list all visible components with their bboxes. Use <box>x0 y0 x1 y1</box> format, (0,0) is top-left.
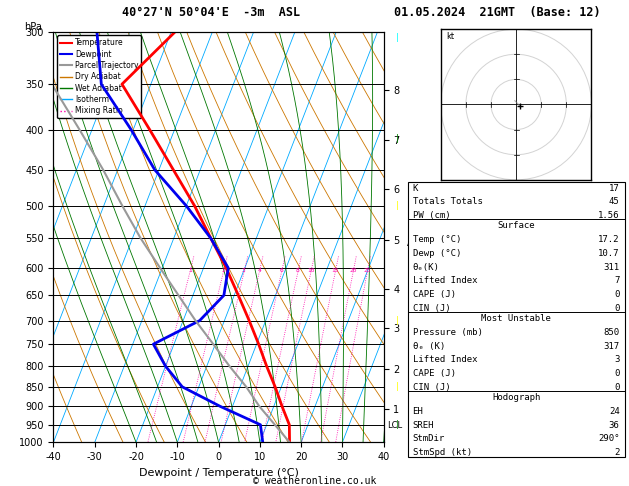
Text: CAPE (J): CAPE (J) <box>413 290 455 299</box>
Text: Totals Totals: Totals Totals <box>413 197 482 207</box>
Text: 850: 850 <box>603 328 620 337</box>
Text: 10.7: 10.7 <box>598 249 620 258</box>
Text: 1.56: 1.56 <box>598 211 620 220</box>
Text: 15: 15 <box>331 267 339 273</box>
Text: |: | <box>396 316 399 325</box>
Text: 17.2: 17.2 <box>598 235 620 244</box>
Text: 45: 45 <box>609 197 620 207</box>
Text: Dewp (°C): Dewp (°C) <box>413 249 461 258</box>
Text: EH: EH <box>413 407 423 416</box>
Text: θₑ (K): θₑ (K) <box>413 342 445 350</box>
Text: |: | <box>396 134 399 142</box>
Legend: Temperature, Dewpoint, Parcel Trajectory, Dry Adiabat, Wet Adiabat, Isotherm, Mi: Temperature, Dewpoint, Parcel Trajectory… <box>57 35 142 118</box>
Text: 2: 2 <box>221 267 225 273</box>
Text: StmDir: StmDir <box>413 434 445 443</box>
Text: |: | <box>396 420 399 429</box>
Text: 10: 10 <box>307 267 314 273</box>
Text: 311: 311 <box>603 262 620 272</box>
Text: CIN (J): CIN (J) <box>413 304 450 313</box>
Text: LCL: LCL <box>387 421 402 430</box>
Text: 20: 20 <box>349 267 357 273</box>
Text: Lifted Index: Lifted Index <box>413 355 477 364</box>
Text: © weatheronline.co.uk: © weatheronline.co.uk <box>253 476 376 486</box>
Text: SREH: SREH <box>413 420 434 430</box>
Text: 3: 3 <box>242 267 246 273</box>
Text: θₑ(K): θₑ(K) <box>413 262 440 272</box>
Text: 7: 7 <box>614 277 620 285</box>
Text: PW (cm): PW (cm) <box>413 211 450 220</box>
Text: |: | <box>396 33 399 42</box>
Text: 3: 3 <box>614 355 620 364</box>
Text: CAPE (J): CAPE (J) <box>413 369 455 378</box>
Text: 36: 36 <box>609 420 620 430</box>
Text: kt: kt <box>446 32 454 41</box>
Text: 0: 0 <box>614 369 620 378</box>
Text: Most Unstable: Most Unstable <box>481 314 551 323</box>
Text: 8: 8 <box>296 267 299 273</box>
Text: K: K <box>413 184 418 193</box>
Text: 6: 6 <box>279 267 283 273</box>
Text: |: | <box>396 201 399 210</box>
Text: Surface: Surface <box>498 222 535 230</box>
Text: 317: 317 <box>603 342 620 350</box>
Text: StmSpd (kt): StmSpd (kt) <box>413 448 472 457</box>
Text: Hodograph: Hodograph <box>492 393 540 402</box>
Text: Temp (°C): Temp (°C) <box>413 235 461 244</box>
Text: 0: 0 <box>614 383 620 392</box>
Text: 1: 1 <box>188 267 192 273</box>
Text: 290°: 290° <box>598 434 620 443</box>
Text: 2: 2 <box>614 448 620 457</box>
Text: 0: 0 <box>614 304 620 313</box>
Text: CIN (J): CIN (J) <box>413 383 450 392</box>
X-axis label: Dewpoint / Temperature (°C): Dewpoint / Temperature (°C) <box>138 468 299 478</box>
Text: |: | <box>396 382 399 391</box>
Text: Lifted Index: Lifted Index <box>413 277 477 285</box>
Text: 0: 0 <box>614 290 620 299</box>
Text: hPa: hPa <box>24 21 42 32</box>
Text: 17: 17 <box>609 184 620 193</box>
Text: 40°27'N 50°04'E  -3m  ASL: 40°27'N 50°04'E -3m ASL <box>121 6 300 18</box>
Text: 01.05.2024  21GMT  (Base: 12): 01.05.2024 21GMT (Base: 12) <box>394 6 600 18</box>
Y-axis label: km
ASL: km ASL <box>407 226 425 248</box>
Text: 25: 25 <box>364 267 371 273</box>
Text: 4: 4 <box>257 267 261 273</box>
Text: 24: 24 <box>609 407 620 416</box>
Text: Pressure (mb): Pressure (mb) <box>413 328 482 337</box>
